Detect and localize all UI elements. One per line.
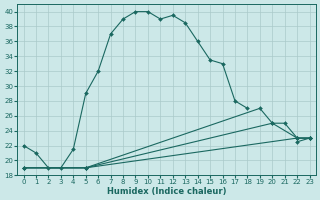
X-axis label: Humidex (Indice chaleur): Humidex (Indice chaleur) <box>107 187 226 196</box>
